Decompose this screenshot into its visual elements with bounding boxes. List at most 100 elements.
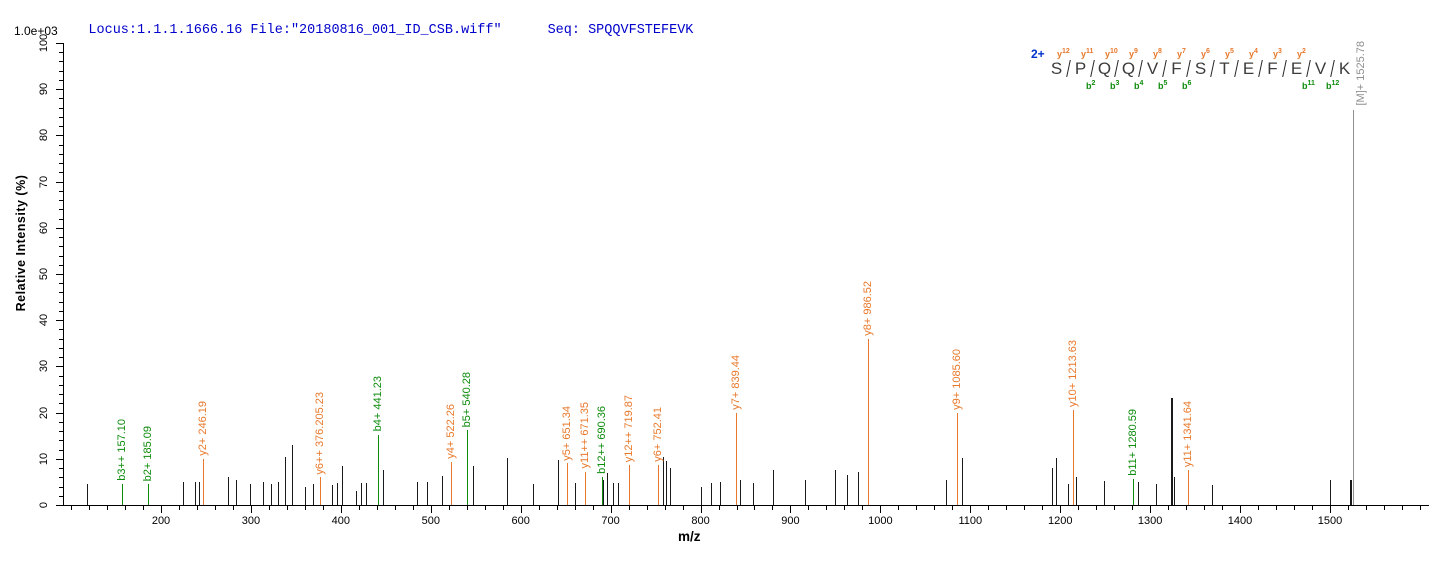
fragment-peak-b4+ <box>377 434 379 505</box>
peak <box>341 465 343 505</box>
residue-v-5: V <box>1146 59 1159 78</box>
fragmentation-site-9: y4 <box>1249 48 1265 79</box>
x-axis-tick <box>772 506 774 510</box>
peak <box>835 469 837 505</box>
x-axis-tick <box>790 506 792 513</box>
residue-f-10: F <box>1267 59 1278 78</box>
x-axis-tick <box>1383 506 1385 510</box>
y-ion-tag-y4: y4 <box>1249 48 1258 59</box>
peak <box>250 484 251 505</box>
x-axis-tick <box>232 506 234 510</box>
y-ion-tag-y10: y10 <box>1105 48 1118 59</box>
fragmentation-site-12: b12 <box>1326 59 1339 91</box>
x-axis-tick <box>125 506 127 510</box>
fragment-peak-label-y11++: y11++ 671.35 <box>578 402 591 469</box>
x-axis-tick-label: 400 <box>331 515 351 527</box>
fragmentation-site-6: y7 b6 <box>1177 48 1193 91</box>
peak <box>1156 484 1158 505</box>
x-axis-tick <box>196 506 198 510</box>
y-axis-tick <box>59 338 63 340</box>
x-axis-tick-label: 1100 <box>958 515 983 527</box>
x-axis-tick-label: 1300 <box>1137 515 1163 527</box>
fragment-peak-b3++ <box>122 484 124 505</box>
y-axis-tick <box>59 357 63 359</box>
fragment-peak-b11+ <box>1132 479 1134 505</box>
x-axis-tick <box>250 506 252 513</box>
precursor-charge-badge: 2+ <box>1031 47 1045 61</box>
fragmentation-tick <box>1138 60 1143 77</box>
fragment-peak-label-y9+: y9+ 1085.60 <box>951 348 964 410</box>
peak <box>337 483 339 505</box>
x-axis-tick <box>358 506 360 510</box>
x-axis-tick <box>502 506 504 510</box>
fragment-peak-label-y4+: y4+ 522.26 <box>444 404 457 459</box>
fragment-peak-label-y6+: y6+ 752.41 <box>651 407 664 462</box>
x-axis-tick <box>1114 506 1116 510</box>
peak <box>507 457 509 505</box>
peak <box>1137 481 1139 505</box>
y-axis-tick <box>59 107 63 109</box>
precursor-ion-line <box>1353 110 1355 505</box>
peak <box>198 481 200 505</box>
x-axis-tick <box>1078 506 1080 510</box>
residue-p-2: P <box>1074 59 1087 78</box>
peak <box>617 483 619 505</box>
b-ion-tag-b11: b11 <box>1302 80 1315 91</box>
x-axis-tick <box>89 506 91 510</box>
y-ion-tag-y7: y7 <box>1177 48 1186 59</box>
peak <box>285 457 287 505</box>
x-axis-tick <box>466 506 468 510</box>
peak <box>304 486 306 505</box>
x-axis-tick <box>628 506 630 510</box>
y-axis-tick-label: 40 <box>38 314 50 327</box>
x-axis-tick <box>736 506 738 510</box>
fragmentation-site-10: y3 <box>1273 48 1289 79</box>
y-axis-tick <box>56 135 63 137</box>
fragment-peak-label-y2+: y2+ 246.19 <box>196 401 209 456</box>
x-axis-tick-label: 1200 <box>1047 515 1073 527</box>
x-axis-tick <box>1204 506 1206 510</box>
fragment-peak-label-b2+: b2+ 185.09 <box>141 425 154 482</box>
y-axis-tick-label: 90 <box>38 83 50 96</box>
peak <box>195 481 197 505</box>
spectrum-plot-area[interactable]: b3++ 157.10 b2+ 185.09 y2+ 246.19 y6++ 376.… <box>63 41 1429 505</box>
fragmentation-site-2: y11 b2 <box>1081 48 1097 91</box>
peak <box>603 479 605 505</box>
peak <box>331 485 333 505</box>
fragment-peak-label-y7+: y7+ 839.44 <box>730 354 742 410</box>
x-axis-tick <box>682 506 684 510</box>
fragmentation-site-5: y8 b5 <box>1153 48 1169 91</box>
residue-e-11: E <box>1290 59 1303 78</box>
y-axis-tick <box>59 283 63 285</box>
y-ion-tag-y3: y3 <box>1273 48 1282 59</box>
x-axis-tick <box>214 506 216 510</box>
residue-s-1: S <box>1050 59 1063 78</box>
peak <box>262 481 264 505</box>
y-ion-tag-y12: y12 <box>1057 48 1070 59</box>
y-axis-tick <box>56 366 63 368</box>
x-axis-tick <box>664 506 666 510</box>
y-axis-tick <box>56 89 63 91</box>
peak <box>857 471 859 505</box>
fragment-peak-y4+ <box>450 462 452 505</box>
fragmentation-tick <box>1330 60 1335 77</box>
y-ion-tag-y2: y2 <box>1297 48 1306 59</box>
fragment-peak-y9+ <box>957 412 959 505</box>
y-ion-tag-y9: y9 <box>1129 48 1138 59</box>
y-axis-tick <box>59 144 63 146</box>
peak <box>847 475 849 505</box>
x-axis-tick <box>394 506 396 510</box>
y-ion-tag-y11: y11 <box>1081 48 1094 59</box>
x-axis-tick <box>592 506 594 510</box>
peak <box>1349 479 1352 505</box>
peak <box>607 472 608 505</box>
residue-s-7: S <box>1194 59 1207 78</box>
y-axis-tick <box>59 486 63 488</box>
y-axis-tick <box>56 274 63 275</box>
y-axis-title: Relative Intensity (%) <box>14 174 28 312</box>
fragment-peak-y6++ <box>319 477 321 505</box>
x-axis-tick <box>143 506 145 510</box>
y-axis-tick <box>59 237 63 239</box>
